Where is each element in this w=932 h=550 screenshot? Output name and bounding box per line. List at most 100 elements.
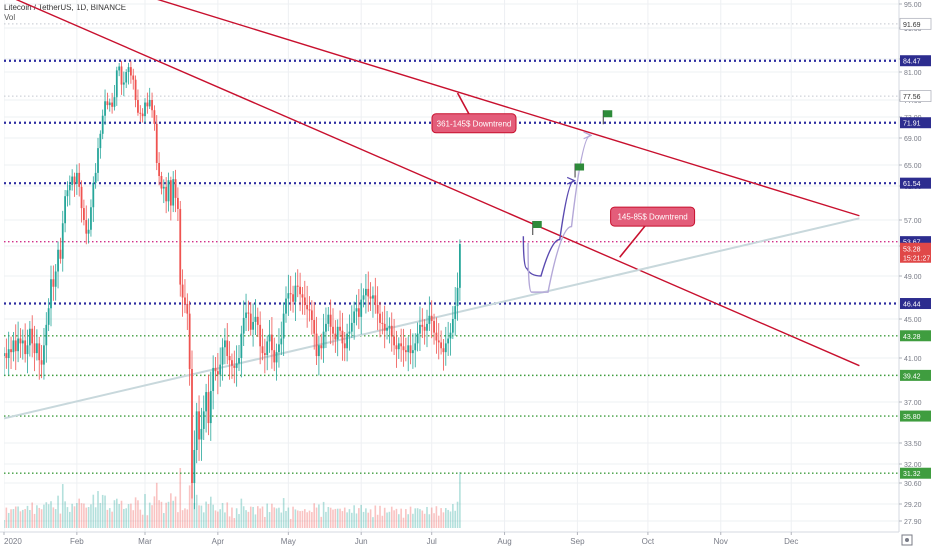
candle bbox=[249, 302, 252, 336]
candle-body bbox=[19, 338, 22, 344]
price-badge-box bbox=[900, 298, 931, 310]
candle bbox=[247, 300, 250, 332]
candle bbox=[334, 320, 337, 353]
volume-bar bbox=[12, 509, 15, 528]
price-badge-box bbox=[899, 17, 932, 30]
volume-bar bbox=[219, 509, 221, 528]
volume-bar bbox=[233, 518, 236, 528]
volume-bar bbox=[36, 505, 38, 528]
volume-bar bbox=[426, 506, 428, 528]
candle-body bbox=[205, 392, 207, 412]
time-tick-label: Aug bbox=[497, 537, 511, 546]
volume-bar bbox=[329, 507, 332, 528]
candle bbox=[412, 333, 414, 369]
candle-body bbox=[357, 308, 360, 317]
candle bbox=[414, 333, 417, 368]
candle-body bbox=[193, 450, 196, 483]
candle-body bbox=[101, 115, 104, 134]
candle-body bbox=[299, 286, 301, 295]
price-tick-label: 30.60 bbox=[904, 481, 922, 488]
candle-body bbox=[256, 316, 259, 325]
candle bbox=[45, 312, 48, 363]
candle bbox=[245, 293, 247, 331]
candle bbox=[118, 63, 121, 77]
candle-body bbox=[209, 391, 212, 424]
candle-body bbox=[226, 340, 229, 357]
price-badge-label: 15:21:27 bbox=[903, 255, 930, 262]
candle bbox=[346, 323, 348, 362]
volume-bar bbox=[158, 500, 160, 528]
volume-bar bbox=[71, 503, 73, 528]
candle-body bbox=[5, 353, 8, 358]
candle bbox=[120, 60, 123, 95]
candle-body bbox=[278, 344, 280, 353]
candle bbox=[310, 300, 313, 335]
volume-bar bbox=[362, 511, 365, 528]
candle-body bbox=[181, 284, 184, 298]
volume-bar bbox=[111, 511, 113, 528]
volume-bar bbox=[252, 506, 254, 528]
volume-bar bbox=[428, 514, 431, 528]
candle-body bbox=[343, 343, 346, 349]
support-resistance-levels bbox=[4, 23, 899, 474]
volume-bar bbox=[320, 516, 323, 528]
volume-bar bbox=[398, 514, 400, 528]
candle-body bbox=[238, 358, 240, 364]
volume-bar bbox=[170, 493, 172, 528]
grid-lines bbox=[4, 0, 899, 532]
time-tick-label: Dec bbox=[784, 537, 798, 546]
candle bbox=[104, 89, 106, 125]
candle-body bbox=[433, 320, 435, 333]
candle bbox=[407, 336, 410, 372]
candle bbox=[367, 271, 370, 312]
projection-paths bbox=[522, 135, 590, 293]
price-badge-box bbox=[900, 467, 931, 479]
volume-bar bbox=[419, 509, 421, 528]
candle-body bbox=[252, 321, 254, 330]
candle-body bbox=[7, 349, 10, 358]
volume-bar bbox=[395, 508, 398, 528]
price-badge: 91.69 bbox=[899, 17, 932, 30]
settings-gear-icon[interactable] bbox=[901, 534, 913, 546]
price-tick-label: 69.00 bbox=[904, 136, 922, 143]
trend-callout: 361-145$ Downtrend bbox=[431, 92, 517, 134]
candle-body bbox=[66, 190, 69, 197]
candle bbox=[393, 319, 395, 355]
candle bbox=[101, 109, 104, 140]
candle-body bbox=[188, 313, 191, 369]
volume-bar bbox=[127, 504, 130, 528]
volume-bar bbox=[360, 504, 362, 528]
volume-bar bbox=[155, 482, 158, 528]
candle bbox=[383, 305, 386, 349]
volume-bar bbox=[153, 496, 156, 528]
target-flag-icon bbox=[602, 110, 613, 125]
candle-body bbox=[40, 360, 43, 365]
volume-indicator-label[interactable]: Vol bbox=[4, 13, 16, 22]
candle bbox=[397, 337, 400, 359]
candle-body bbox=[390, 325, 393, 337]
candle bbox=[400, 328, 403, 362]
candle-body bbox=[153, 110, 156, 124]
volume-bar bbox=[106, 509, 109, 528]
candle-body bbox=[64, 196, 66, 224]
candle-body bbox=[383, 323, 386, 331]
volume-bar bbox=[184, 508, 186, 528]
candle-body bbox=[130, 67, 132, 76]
candle-body bbox=[216, 371, 219, 375]
volume-bar bbox=[118, 504, 120, 528]
time-tick-label: 2020 bbox=[4, 537, 22, 546]
candle bbox=[268, 319, 271, 353]
volume-bar bbox=[179, 468, 182, 528]
candle bbox=[14, 324, 17, 371]
candle bbox=[336, 319, 339, 357]
candle-body bbox=[71, 176, 74, 185]
candle-body bbox=[141, 113, 144, 117]
volume-bar bbox=[430, 507, 433, 528]
price-tick-label: 95.00 bbox=[904, 2, 922, 9]
callout-label: 361-145$ Downtrend bbox=[437, 119, 512, 128]
candle-body bbox=[271, 334, 273, 351]
candle-body bbox=[341, 330, 344, 344]
candle bbox=[235, 345, 238, 387]
candle bbox=[4, 347, 5, 376]
